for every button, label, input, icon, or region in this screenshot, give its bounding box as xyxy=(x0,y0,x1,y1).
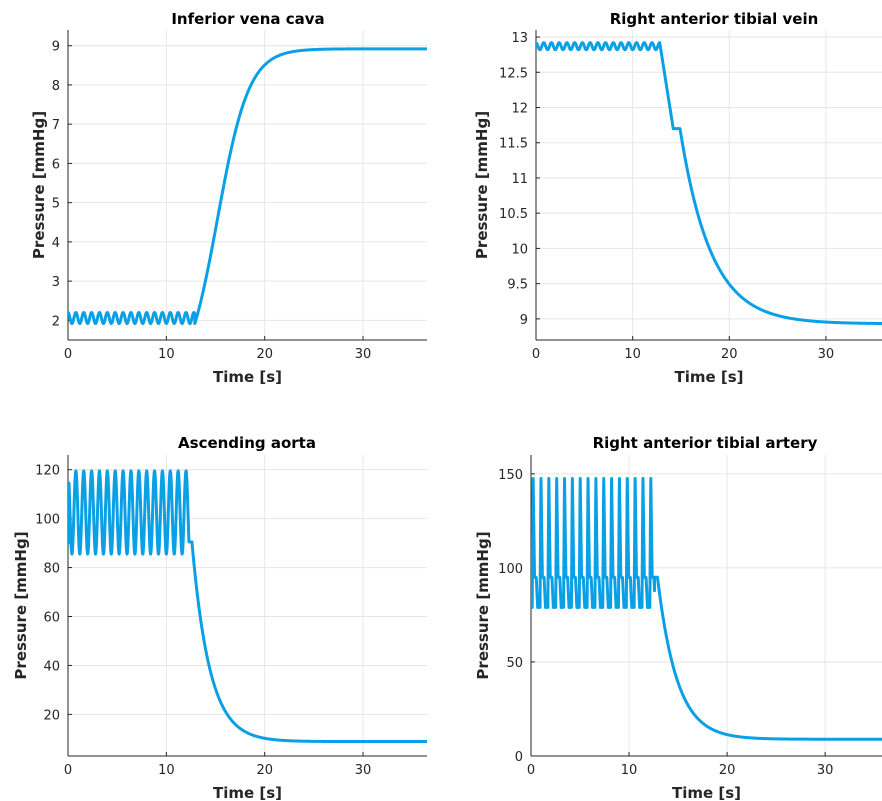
chart-title: Right anterior tibial artery xyxy=(593,434,818,452)
series-line-ascending-aorta-0 xyxy=(68,469,427,744)
x-tick-label-3: 30 xyxy=(817,763,834,778)
y-tick-label-3: 150 xyxy=(498,468,523,483)
y-axis-label: Pressure [mmHg] xyxy=(474,531,492,679)
x-tick-label-1: 10 xyxy=(621,763,638,778)
chart-svg-inferior-vena-cava: 0 10 20 30 2 3 4 5 6 7 8 9 Inferior vena cava Time [s… xyxy=(30,10,427,386)
y-tick-label-3: 80 xyxy=(43,562,60,577)
y-tick-label-1: 40 xyxy=(43,659,60,674)
y-tick-label-5: 120 xyxy=(35,464,60,479)
x-tick-label-1: 10 xyxy=(624,347,641,362)
x-tick-label-2: 20 xyxy=(256,347,273,362)
y-tick-label-8: 13 xyxy=(511,31,528,46)
y-axis-label: Pressure [mmHg] xyxy=(12,531,30,679)
y-tick-label-4: 100 xyxy=(35,513,60,528)
y-axis-label: Pressure [mmHg] xyxy=(30,111,48,259)
y-tick-label-2: 60 xyxy=(43,611,60,626)
chart-svg-ascending-aorta: 0 10 20 30 20 40 60 80 100 120 Ascending aorta Time… xyxy=(12,434,427,800)
x-tick-label-3: 30 xyxy=(818,347,835,362)
series-line-right-anterior-tibial-vein-0 xyxy=(536,41,882,326)
y-tick-label-4: 11 xyxy=(511,172,528,187)
y-tick-label-5: 7 xyxy=(52,118,60,133)
y-tick-label-1: 9.5 xyxy=(507,278,528,293)
x-tick-label-0: 0 xyxy=(64,763,72,778)
y-tick-label-0: 2 xyxy=(52,314,60,329)
x-axis-label: Time [s] xyxy=(213,368,282,386)
x-tick-label-3: 30 xyxy=(355,763,372,778)
chart-panel-right-anterior-tibial-vein: 0 10 20 30 9 9.5 10 10.5 11 11.5 12 12.5 13 Right ant… xyxy=(441,0,882,400)
chart-panel-inferior-vena-cava: 0 10 20 30 2 3 4 5 6 7 8 9 Inferior vena cava Time [s… xyxy=(0,0,441,400)
y-tick-label-5: 11.5 xyxy=(499,137,528,152)
x-tick-label-2: 20 xyxy=(256,763,273,778)
x-tick-label-0: 0 xyxy=(64,347,72,362)
chart-title: Inferior vena cava xyxy=(171,10,324,28)
chart-panel-ascending-aorta: 0 10 20 30 20 40 60 80 100 120 Ascending aorta Time… xyxy=(0,400,441,800)
x-tick-label-3: 30 xyxy=(355,347,372,362)
y-tick-label-0: 20 xyxy=(43,708,60,723)
x-axis-label: Time [s] xyxy=(672,784,741,800)
x-tick-label-0: 0 xyxy=(532,347,540,362)
chart-svg-right-anterior-tibial-vein: 0 10 20 30 9 9.5 10 10.5 11 11.5 12 12.5 13 Right ant… xyxy=(473,10,882,386)
chart-title: Right anterior tibial vein xyxy=(610,10,819,28)
y-tick-label-7: 12.5 xyxy=(499,66,528,81)
y-tick-label-3: 5 xyxy=(52,197,60,212)
series-line-right-anterior-tibial-artery-0 xyxy=(531,477,882,741)
x-tick-label-2: 20 xyxy=(721,347,738,362)
x-tick-label-1: 10 xyxy=(158,347,175,362)
x-tick-label-2: 20 xyxy=(719,763,736,778)
y-tick-label-2: 100 xyxy=(498,562,523,577)
x-axis-label: Time [s] xyxy=(213,784,282,800)
x-tick-label-0: 0 xyxy=(527,763,535,778)
y-tick-label-1: 50 xyxy=(506,656,523,671)
chart-title: Ascending aorta xyxy=(178,434,316,452)
y-tick-label-0: 9 xyxy=(520,313,528,328)
y-axis-label: Pressure [mmHg] xyxy=(473,111,491,259)
y-tick-label-6: 12 xyxy=(511,102,528,117)
chart-svg-right-anterior-tibial-artery: 0 10 20 30 0 50 100 150 Right anterior tibial ar… xyxy=(474,434,882,800)
x-axis-label: Time [s] xyxy=(674,368,743,386)
chart-panel-right-anterior-tibial-artery: 0 10 20 30 0 50 100 150 Right anterior tibial ar… xyxy=(441,400,882,800)
y-tick-label-7: 9 xyxy=(52,40,60,55)
y-tick-label-0: 0 xyxy=(515,750,523,765)
y-tick-label-3: 10.5 xyxy=(499,207,528,222)
y-tick-label-2: 4 xyxy=(52,236,60,251)
x-tick-label-1: 10 xyxy=(158,763,175,778)
y-tick-label-6: 8 xyxy=(52,79,60,94)
series-line-inferior-vena-cava-0 xyxy=(68,47,427,326)
y-tick-label-1: 3 xyxy=(52,275,60,290)
y-tick-label-2: 10 xyxy=(511,242,528,257)
y-tick-label-4: 6 xyxy=(52,157,60,172)
